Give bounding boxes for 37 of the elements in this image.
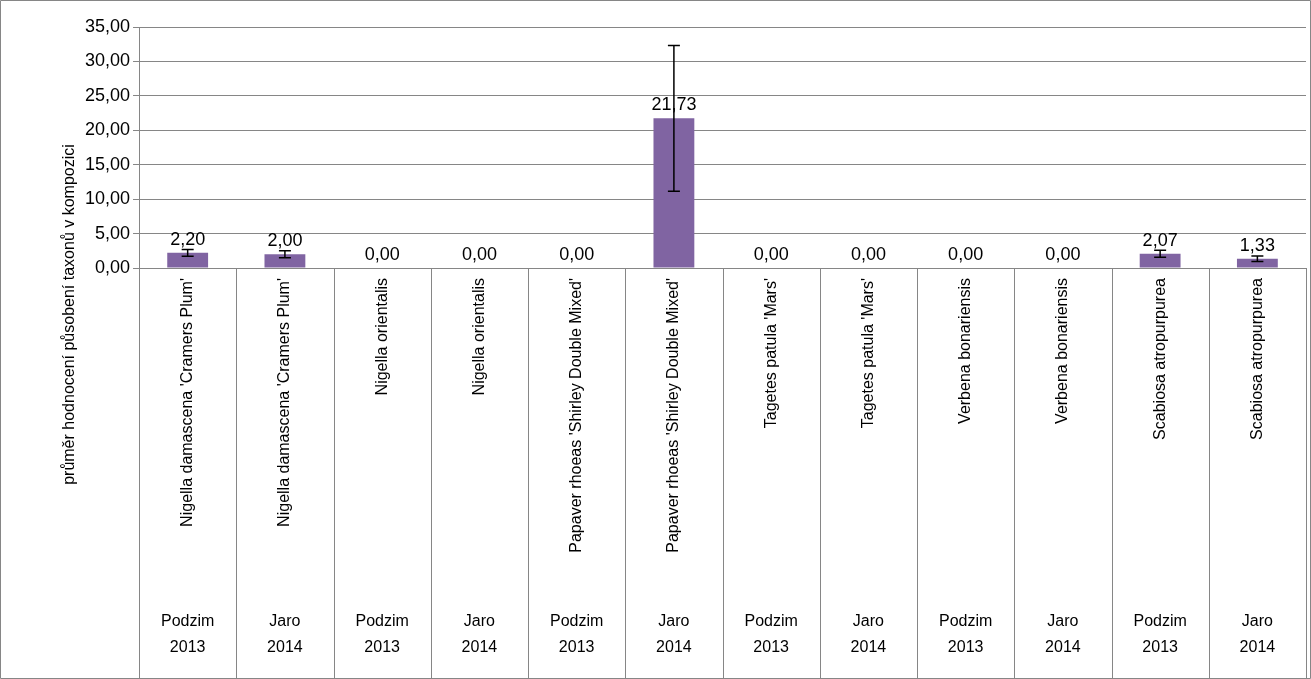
data-label: 0,00 [461,243,497,264]
data-label: 2,20 [170,228,206,249]
y-tick-label: 30,00 [85,50,131,71]
y-tick-label: 10,00 [85,188,131,209]
data-label: 2,00 [267,230,303,251]
y-tick-label: 5,00 [95,222,131,243]
y-axis-title: průměr hodnocení působení taxonů v kompozici [60,144,78,485]
category-label: Scabiosa atropurpurea Jaro 2014 [1239,278,1276,656]
bar [167,252,209,268]
category-label: Nigella damascena 'Cramers Plum' Jaro 2014 [267,278,303,656]
bar [264,254,306,268]
y-tick-label: 20,00 [85,119,131,140]
bar [1139,253,1181,268]
y-tick-label: 25,00 [85,84,131,105]
y-tick-label: 35,00 [85,15,131,36]
y-tick-label: 0,00 [95,256,131,277]
category-label: Verbena bonariensis Jaro 2014 [1045,278,1081,656]
bar [1236,258,1278,268]
data-label: 0,00 [364,243,400,264]
category-label: Nigella damascena 'Cramers Plum' Podzim 2013 [160,278,215,656]
category-label: Nigella orientalis Podzim 2013 [355,278,409,656]
category-label: Verbena bonariensis Podzim 2013 [938,278,993,656]
data-label: 0,00 [559,243,595,264]
category-label: Tagetes patula 'Mars' Jaro 2014 [850,278,887,656]
data-label: 0,00 [1045,243,1081,264]
category-label: Nigella orientalis Jaro 2014 [461,278,498,656]
category-label: Scabiosa atropurpurea Podzim 2013 [1133,278,1187,656]
category-label: Papaver rhoeas 'Shirley Double Mixed' Jaro 2014 [656,278,692,656]
bar [653,118,695,268]
data-label: 0,00 [948,243,984,264]
data-label: 0,00 [850,243,886,264]
data-label: 2,07 [1142,229,1178,250]
data-label: 1,33 [1239,234,1275,255]
category-label: Tagetes patula 'Mars' Podzim 2013 [744,278,798,656]
category-label: Papaver rhoeas 'Shirley Double Mixed' Podzim 2013 [549,278,604,656]
y-tick-label: 15,00 [85,153,131,174]
data-label: 0,00 [753,243,789,264]
